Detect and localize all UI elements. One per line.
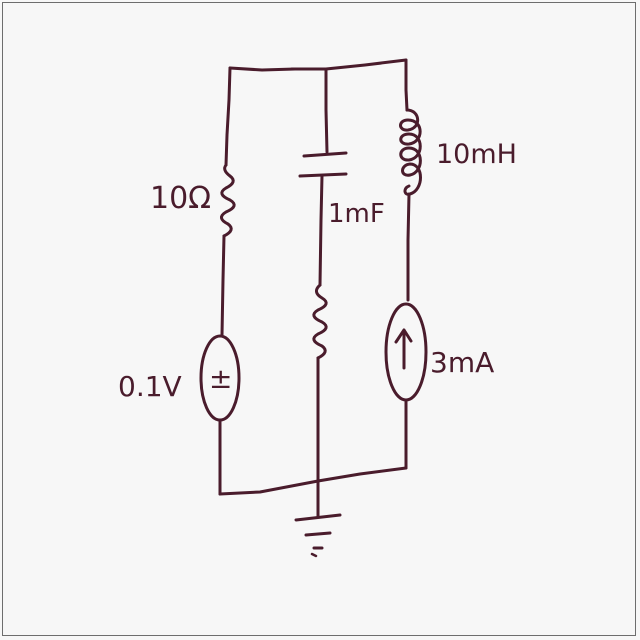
left-branch-wire-top	[224, 66, 232, 167]
right-branch-wire-mid	[406, 192, 411, 302]
left-resistor	[220, 163, 236, 238]
middle-branch-wire-mid	[318, 174, 324, 287]
middle-resistor	[312, 283, 328, 360]
current-source	[384, 302, 428, 402]
inductor	[399, 108, 422, 196]
voltage-source-label: 0.1V	[118, 370, 182, 403]
current-source-label: 3mA	[430, 346, 494, 379]
bottom-wire	[218, 466, 408, 496]
resistor-left-label: 10Ω	[150, 181, 211, 216]
middle-branch-wire-top	[324, 67, 329, 154]
left-branch-wire-mid	[220, 234, 226, 337]
right-branch-wire-top	[404, 58, 409, 112]
current-source-arrow	[394, 328, 413, 370]
inductor-label: 10mH	[436, 139, 517, 170]
capacitor	[298, 151, 348, 178]
ground-symbol-mark	[310, 552, 318, 558]
voltage-source-symbol: ±	[209, 362, 232, 395]
top-wire	[228, 58, 408, 72]
capacitor-label: 1mF	[328, 199, 385, 229]
ground-symbol	[294, 513, 342, 550]
